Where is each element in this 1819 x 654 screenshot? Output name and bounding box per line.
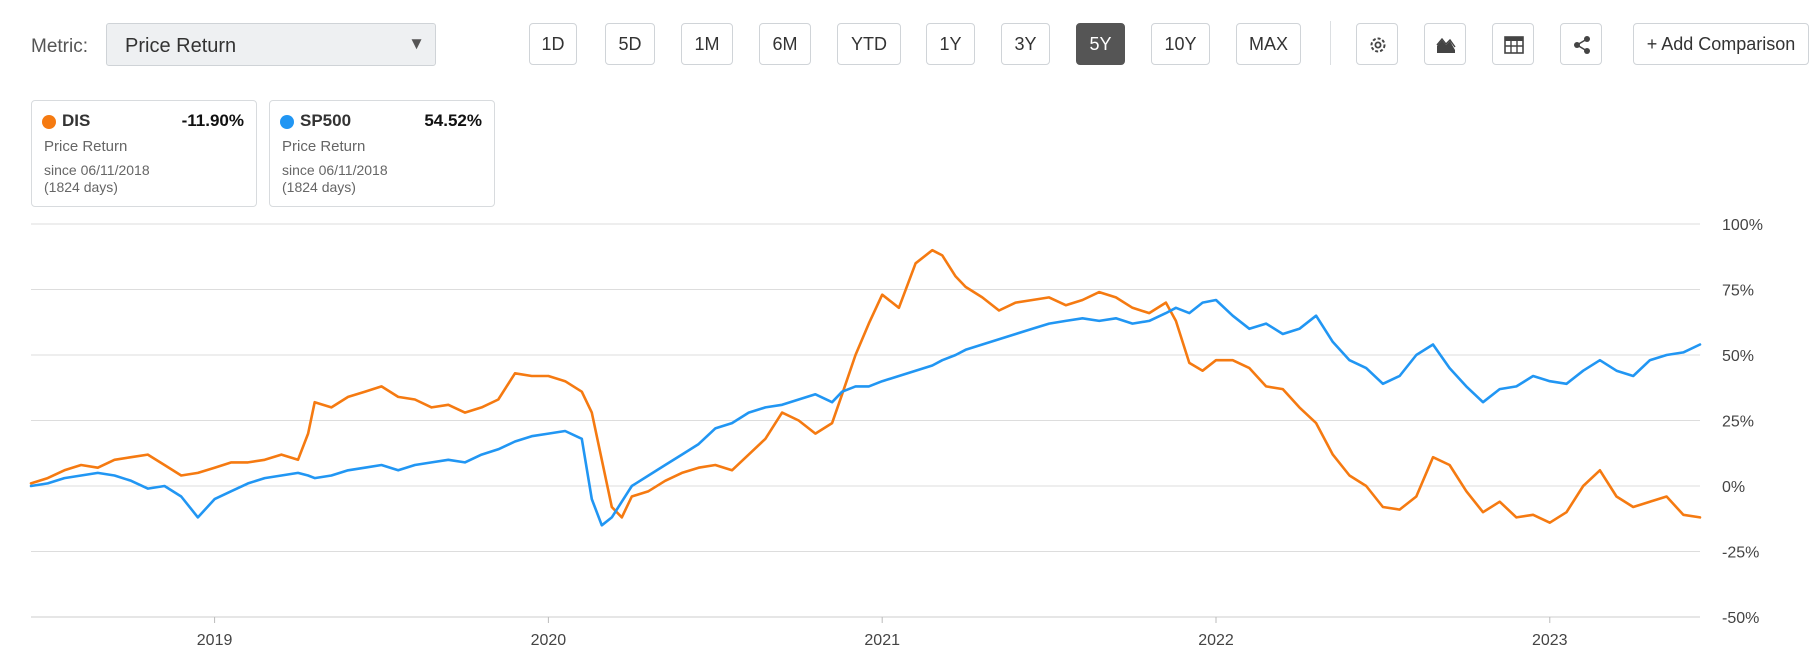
range-ytd-button[interactable]: YTD [837,23,901,65]
y-tick-label: 0% [1722,479,1745,496]
range-10y-button[interactable]: 10Y [1151,23,1210,65]
range-5y-button[interactable]: 5Y [1076,23,1125,65]
gear-icon [1370,37,1386,53]
y-tick-label: 75% [1722,283,1754,300]
y-tick-label: 100% [1722,217,1763,234]
legend-metric: Price Return [44,138,128,155]
range-1y-button[interactable]: 1Y [926,23,975,65]
x-tick-label: 2021 [864,632,900,649]
legend-change: -11.90% [181,111,244,130]
y-tick-label: 25% [1722,414,1754,431]
y-tick-label: -25% [1722,545,1759,562]
y-tick-label: 50% [1722,348,1754,365]
metric-select[interactable]: Price Return ▼ [106,23,436,66]
dis-series-dot [42,115,56,129]
legend-card-sp500: SP500 54.52% Price Return since 06/11/20… [269,100,495,207]
settings-button[interactable] [1356,23,1398,65]
range-1d-button[interactable]: 1D [529,23,577,65]
y-tick-label: -50% [1722,610,1759,627]
legend-days: (1824 days) [44,179,118,195]
sp500-series-dot [280,115,294,129]
table-icon [1504,36,1524,54]
x-tick-label: 2023 [1532,632,1568,649]
add-comparison-button[interactable]: + Add Comparison [1633,23,1809,65]
metric-select-value: Price Return [125,35,237,57]
legend-change: 54.52% [424,111,482,130]
legend-metric: Price Return [282,138,366,155]
range-6m-button[interactable]: 6M [759,23,811,65]
legend-symbol: DIS [62,111,91,130]
sp500-series-line[interactable] [29,298,1702,527]
toolbar-divider [1330,21,1331,65]
dis-series-line[interactable] [29,248,1702,525]
legend-since: since 06/11/2018 [44,162,150,178]
range-3y-button[interactable]: 3Y [1001,23,1050,65]
legend-days: (1824 days) [282,179,356,195]
share-icon [1574,36,1590,54]
chevron-down-icon: ▼ [408,34,425,53]
chart-type-button[interactable] [1424,23,1466,65]
x-tick-label: 2020 [531,632,567,649]
legend-symbol: SP500 [300,111,352,130]
x-tick-label: 2022 [1198,632,1234,649]
range-5d-button[interactable]: 5D [605,23,655,65]
table-view-button[interactable] [1492,23,1534,65]
range-1m-button[interactable]: 1M [681,23,733,65]
legend-since: since 06/11/2018 [282,162,388,178]
metric-label: Metric: [31,36,88,57]
legend-card-dis: DIS -11.90% Price Return since 06/11/201… [31,100,257,207]
x-tick-label: 2019 [197,632,233,649]
range-max-button[interactable]: MAX [1236,23,1301,65]
share-button[interactable] [1560,23,1602,65]
chart-type-icon [1436,37,1456,53]
